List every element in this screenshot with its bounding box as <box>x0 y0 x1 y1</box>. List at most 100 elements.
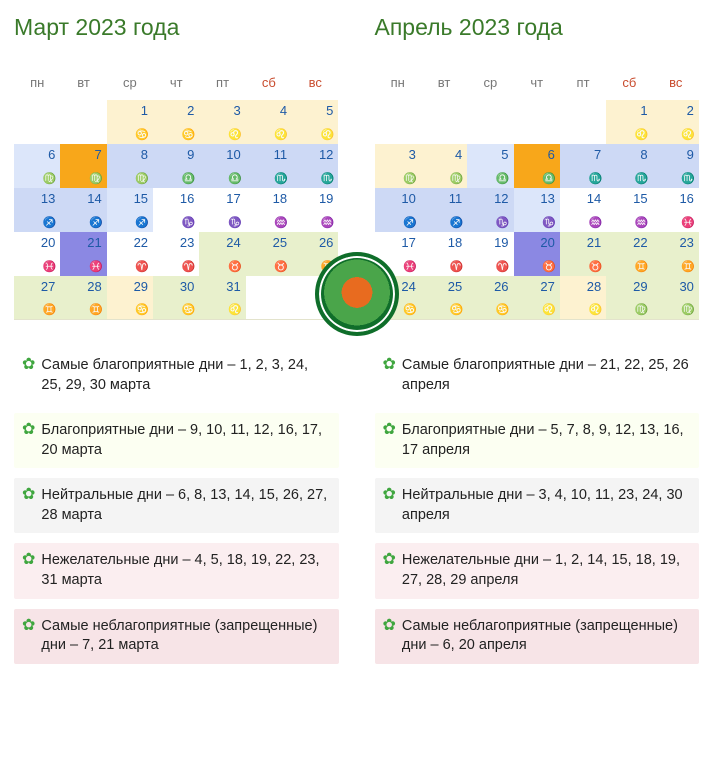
day-number: 26 <box>292 235 333 250</box>
day-cell: 10♐ <box>375 188 421 232</box>
weekday-header: вс <box>292 69 338 100</box>
zodiac-icon: ♌ <box>589 303 603 316</box>
zodiac-icon: ♊ <box>635 260 649 273</box>
day-number: 9 <box>653 147 694 162</box>
day-number: 23 <box>153 235 194 250</box>
day-cell: 19♒ <box>292 188 338 232</box>
weekday-header: вт <box>60 69 106 100</box>
zodiac-icon: ♍ <box>635 303 649 316</box>
zodiac-icon: ♌ <box>635 128 649 141</box>
day-number: 6 <box>14 147 55 162</box>
day-cell: 3♍ <box>375 144 421 188</box>
day-cell: 16♓ <box>653 188 699 232</box>
zodiac-icon: ♍ <box>403 172 417 185</box>
day-cell: 22 ♈ <box>107 232 153 276</box>
zodiac-icon: ♏ <box>589 172 603 185</box>
day-cell: 27♌ <box>514 276 560 320</box>
flower-icon: ✿ <box>383 551 396 569</box>
day-cell <box>246 276 292 320</box>
day-number: 14 <box>560 191 601 206</box>
zodiac-icon: ♎ <box>542 172 556 185</box>
day-number: 22 <box>606 235 647 250</box>
legend-march: ✿ Самые благоприятные дни – 1, 2, 3, 24, … <box>14 348 339 664</box>
zodiac-icon: ♎ <box>228 172 242 185</box>
day-cell: 10♎ <box>199 144 245 188</box>
day-cell: 22 ♊ <box>606 232 652 276</box>
day-cell: 8♍ <box>107 144 153 188</box>
legend-text: Нежелательные дни – 4, 5, 18, 19, 22, 23… <box>41 551 328 590</box>
zodiac-icon: ♒ <box>589 216 603 229</box>
zodiac-icon: ♈ <box>135 260 149 273</box>
day-cell: 14 ♒ <box>560 188 606 232</box>
weekday-header: вт <box>421 69 467 100</box>
day-cell: 30♋ <box>153 276 199 320</box>
zodiac-icon: ♍ <box>43 172 57 185</box>
day-number: 7 <box>560 147 601 162</box>
day-cell: 16♑ <box>153 188 199 232</box>
day-number: 11 <box>421 191 462 206</box>
day-number: 13 <box>514 191 555 206</box>
day-number: 15 <box>606 191 647 206</box>
legend-item: ✿Нейтральные дни – 6, 8, 13, 14, 15, 26,… <box>14 478 339 533</box>
day-number: 30 <box>653 279 694 294</box>
legend-text: Нейтральные дни – 3, 4, 10, 11, 23, 24, … <box>402 486 689 525</box>
legend-item: ✿Самые благоприятные дни – 21, 22, 25, 2… <box>375 348 700 403</box>
day-cell: 15 ♒ <box>606 188 652 232</box>
day-cell <box>514 100 560 144</box>
day-number: 16 <box>153 191 194 206</box>
day-number: 27 <box>14 279 55 294</box>
day-number: 20 <box>14 235 55 250</box>
zodiac-icon: ♉ <box>589 260 603 273</box>
flower-icon: ✿ <box>383 421 396 439</box>
day-cell: 20♓ <box>14 232 60 276</box>
zodiac-icon: ♒ <box>635 216 649 229</box>
day-number: 29 <box>107 279 148 294</box>
day-cell: 14♐ <box>60 188 106 232</box>
day-cell: 13♑ <box>514 188 560 232</box>
day-cell: 25♋ <box>421 276 467 320</box>
day-cell: 18♈ <box>421 232 467 276</box>
legend-april: ✿Самые благоприятные дни – 21, 22, 25, 2… <box>375 348 700 664</box>
day-number: 17 <box>199 191 240 206</box>
day-number: 3 <box>375 147 416 162</box>
day-number: 25 <box>421 279 462 294</box>
day-number: 20 <box>514 235 555 250</box>
day-cell: 26♋ <box>467 276 513 320</box>
day-number: 16 <box>653 191 694 206</box>
day-cell: 17♑ <box>199 188 245 232</box>
day-cell: 20♉ <box>514 232 560 276</box>
legend-text: Самые благоприятные дни – 1, 2, 3, 24, 2… <box>41 356 328 395</box>
day-cell: 21♓ <box>60 232 106 276</box>
zodiac-icon: ♉ <box>274 260 288 273</box>
day-number: 3 <box>199 103 240 118</box>
day-number: 5 <box>292 103 333 118</box>
day-number: 15 <box>107 191 148 206</box>
day-number: 18 <box>421 235 462 250</box>
title-april: Апрель 2023 года <box>375 14 700 41</box>
weekday-header: ср <box>467 69 513 100</box>
day-number: 22 <box>107 235 148 250</box>
day-cell: 31♌ <box>199 276 245 320</box>
legend-text: Благоприятные дни – 5, 7, 8, 9, 12, 13, … <box>402 421 689 460</box>
day-cell: 25♉ <box>246 232 292 276</box>
calendar-april: пнвтсрчтптсбвс1♌2♌3♍4♍5♎6♎7♏8♏9♏10♐11♐12… <box>375 69 700 320</box>
zodiac-icon: ♓ <box>89 260 103 273</box>
day-number: 18 <box>246 191 287 206</box>
day-number: 29 <box>606 279 647 294</box>
day-number: 27 <box>514 279 555 294</box>
day-cell: 1♌ <box>606 100 652 144</box>
zodiac-icon: ♒ <box>321 216 335 229</box>
day-number: 8 <box>606 147 647 162</box>
weekday-header: чт <box>153 69 199 100</box>
day-cell: 4♍ <box>421 144 467 188</box>
zodiac-icon: ♋ <box>403 303 417 316</box>
zodiac-icon: ♋ <box>135 128 149 141</box>
day-cell: 29 ♍ <box>606 276 652 320</box>
day-number: 1 <box>606 103 647 118</box>
flower-icon: ✿ <box>22 356 35 374</box>
weekday-header: вс <box>653 69 699 100</box>
flower-icon: ✿ <box>22 617 35 635</box>
legend-text: Нейтральные дни – 6, 8, 13, 14, 15, 26, … <box>41 486 328 525</box>
weekday-header: пт <box>560 69 606 100</box>
day-cell: 1♋ <box>107 100 153 144</box>
